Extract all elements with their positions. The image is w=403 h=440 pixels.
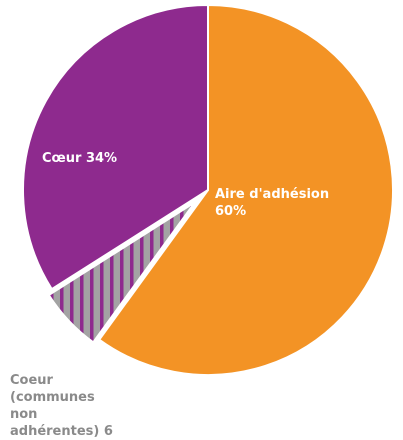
slice-name: Aire d'adhésion <box>215 187 330 202</box>
pie-slice <box>97 3 394 376</box>
pie-slice <box>22 3 209 291</box>
slice-value: 6 % <box>103 424 113 439</box>
slice-name: Cœur <box>42 151 82 166</box>
slice-value: 60% <box>215 204 247 219</box>
slice-name: Coeur (communes non adhérentes) <box>10 373 100 439</box>
slice-label: Cœur 34% <box>42 150 162 167</box>
slice-value: 34% <box>85 151 118 166</box>
slice-label: Aire d'adhésion 60% <box>215 186 337 220</box>
pie-slice <box>47 201 196 344</box>
slice-label: Coeur (communes non adhérentes) 6 % <box>10 372 125 440</box>
